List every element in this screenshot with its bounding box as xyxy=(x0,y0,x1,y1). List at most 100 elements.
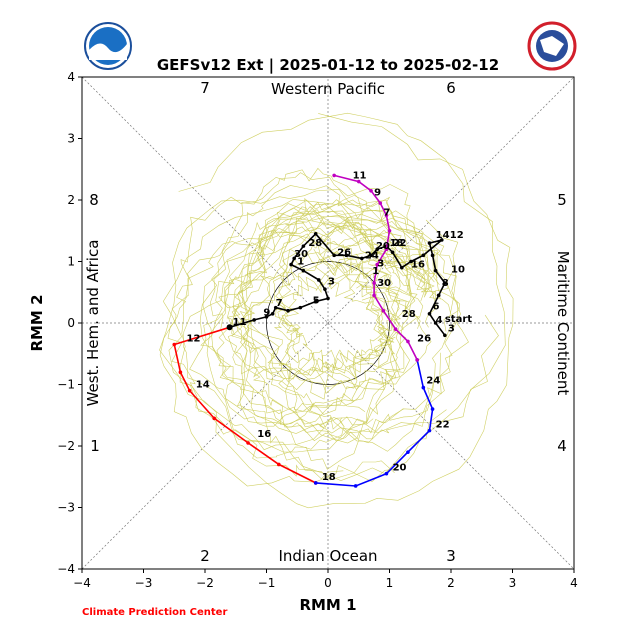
series-point xyxy=(443,333,447,338)
day-label: 26 xyxy=(417,333,431,344)
day-label: 12 xyxy=(187,333,201,344)
series-point xyxy=(178,370,183,375)
ensemble-member-line xyxy=(237,221,404,442)
day-label: 5 xyxy=(313,295,320,306)
series-point xyxy=(409,259,413,264)
series-point xyxy=(400,265,404,270)
series-point xyxy=(390,250,395,255)
ensemble-member-line xyxy=(237,202,409,428)
day-label: 28 xyxy=(308,238,322,249)
series-point xyxy=(372,281,376,285)
forecast-track xyxy=(172,173,447,488)
series-point xyxy=(323,287,327,291)
series-point xyxy=(439,238,444,242)
series-point xyxy=(427,428,432,433)
ensemble-member-line xyxy=(231,213,422,407)
y-tick-label: −2 xyxy=(57,439,75,453)
y-tick-label: −4 xyxy=(57,562,75,576)
ensemble-member-line xyxy=(241,239,425,391)
day-label: 9 xyxy=(374,188,381,199)
day-label: 7 xyxy=(276,298,283,309)
y-tick-label: 1 xyxy=(67,255,75,269)
day-label: 7 xyxy=(383,207,390,218)
track-end-marker xyxy=(226,324,233,331)
day-label: 24 xyxy=(426,375,440,386)
noaa-logo xyxy=(84,22,132,70)
x-tick-label: −2 xyxy=(196,576,214,590)
day-label: 16 xyxy=(257,429,271,440)
phase-label-6: 6 xyxy=(446,79,456,97)
x-tick-label: 1 xyxy=(386,576,394,590)
ensemble-member-line xyxy=(216,207,437,445)
day-label: 26 xyxy=(337,247,351,258)
day-label: 24 xyxy=(365,250,379,261)
series-point xyxy=(430,253,435,258)
ensemble-member-line xyxy=(189,206,426,430)
unit-circle xyxy=(266,261,390,385)
phase-label-1: 1 xyxy=(90,437,100,455)
phase-label-3: 3 xyxy=(446,547,456,565)
day-label: 10 xyxy=(451,265,465,276)
series-point xyxy=(430,407,435,411)
series-point xyxy=(187,388,192,393)
series-point xyxy=(393,327,398,331)
phase-label-5: 5 xyxy=(557,191,567,209)
ensemble-member-line xyxy=(273,258,397,377)
x-tick-label: 3 xyxy=(509,576,517,590)
credit-label: Climate Prediction Center xyxy=(82,607,227,618)
series-point xyxy=(212,416,217,421)
series-point xyxy=(415,358,419,362)
day-label: 16 xyxy=(411,260,425,271)
series-point xyxy=(356,179,361,184)
region-bottom-label: Indian Ocean xyxy=(278,547,377,565)
day-label: 9 xyxy=(263,308,270,319)
day-label: 20 xyxy=(393,463,407,474)
series-point xyxy=(316,278,321,282)
ensemble-member-line xyxy=(231,233,432,388)
region-left-label: West. Hem. and Africa xyxy=(84,240,102,407)
series-point xyxy=(298,305,303,310)
y-tick-label: 3 xyxy=(67,132,75,146)
series-point xyxy=(353,484,358,488)
day-label: 14 xyxy=(436,230,450,241)
day-label: 18 xyxy=(322,472,336,483)
ensemble-member-line xyxy=(278,251,407,382)
ensemble-member-line xyxy=(178,112,506,482)
day-label: 22 xyxy=(393,238,407,249)
plot-area xyxy=(81,76,575,570)
x-tick-label: 0 xyxy=(324,576,332,590)
ensemble-member-line xyxy=(233,217,411,394)
ensemble-member-line xyxy=(237,249,410,390)
series-point xyxy=(301,244,306,248)
phase-label-4: 4 xyxy=(557,437,567,455)
ensemble-member-line xyxy=(244,209,442,400)
series-point xyxy=(381,308,386,313)
region-top-label: Western Pacific xyxy=(271,80,385,98)
region-right-label: Maritime Continent xyxy=(554,251,572,396)
series-point xyxy=(375,247,380,251)
series-point xyxy=(384,213,389,218)
day-label: 18 xyxy=(390,238,404,249)
x-tick-label: −1 xyxy=(258,576,276,590)
phase-label-7: 7 xyxy=(200,79,210,97)
series-point xyxy=(292,256,296,261)
day-label: 1 xyxy=(372,266,379,277)
series-point xyxy=(378,201,383,205)
day-label: 30 xyxy=(377,278,391,289)
y-tick-label: 2 xyxy=(67,193,75,207)
series-point xyxy=(375,262,380,267)
ensemble-member-line xyxy=(200,199,499,482)
series-point xyxy=(436,293,441,298)
series-point xyxy=(313,232,318,236)
x-tick-label: −3 xyxy=(135,576,153,590)
x-tick-label: −4 xyxy=(73,576,91,590)
series-point xyxy=(273,305,278,310)
ensemble-member-line xyxy=(275,260,411,372)
series-point xyxy=(421,385,426,390)
series-point xyxy=(406,339,410,344)
series-point xyxy=(172,342,177,347)
series-point xyxy=(246,441,250,445)
series-point xyxy=(369,253,373,258)
